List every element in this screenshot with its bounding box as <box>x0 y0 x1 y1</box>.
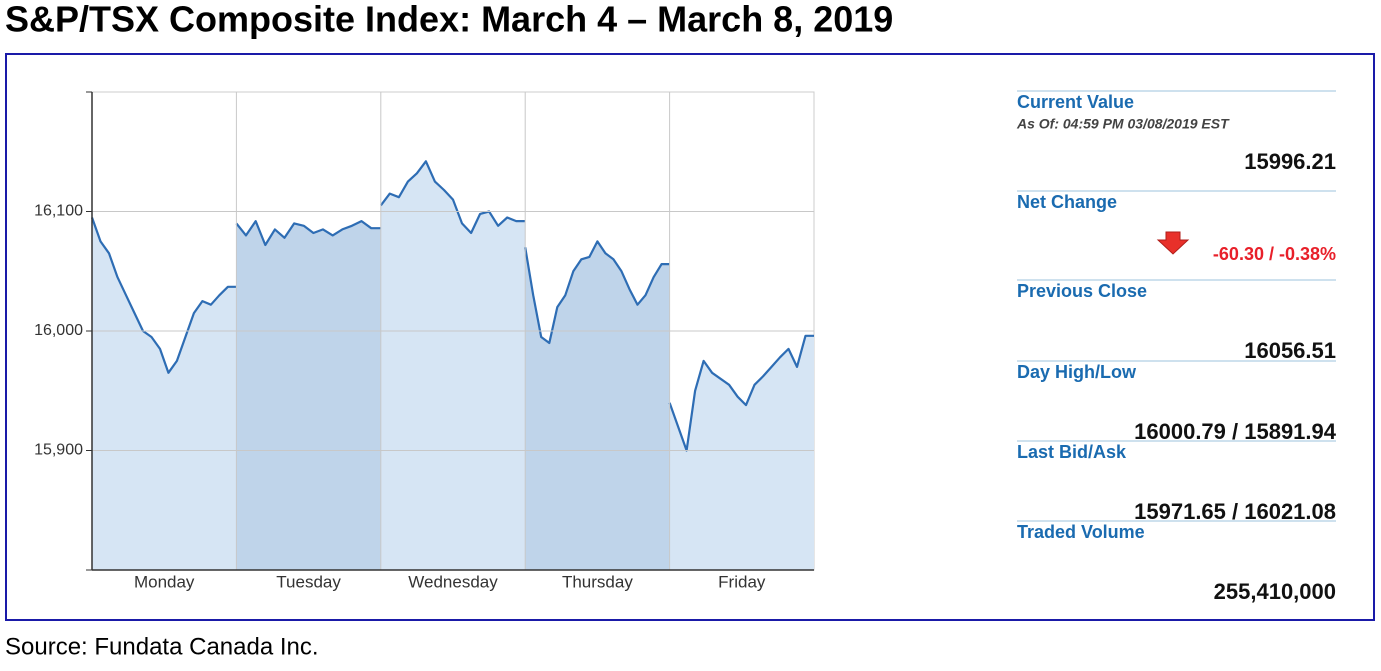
y-tick-label: 15,900 <box>34 442 83 459</box>
y-tick-label: 16,000 <box>34 322 83 339</box>
x-tick-label: Monday <box>134 572 195 591</box>
x-tick-label: Friday <box>718 572 766 591</box>
y-tick-label: 16,100 <box>34 203 83 220</box>
panel-label: Previous Close <box>1017 281 1147 301</box>
panel-value: 255,410,000 <box>1214 579 1336 604</box>
down-arrow <box>1156 231 1190 255</box>
chart-title: S&P/TSX Composite Index: March 4 – March… <box>5 0 893 40</box>
panel-value: 16000.79 / 15891.94 <box>1134 419 1337 444</box>
panel-value: 16056.51 <box>1244 338 1336 363</box>
line <box>668 334 814 452</box>
x-tick-label: Wednesday <box>408 572 498 591</box>
panel-label: Last Bid/Ask <box>1017 442 1127 462</box>
panel-label: Day High/Low <box>1017 362 1137 382</box>
panel-label: Net Change <box>1017 192 1117 212</box>
area <box>380 161 526 571</box>
x-tick-label: Tuesday <box>276 572 341 591</box>
area <box>236 221 381 570</box>
line <box>90 217 237 374</box>
panel-sub: As Of: 04:59 PM 03/08/2019 EST <box>1016 116 1230 132</box>
panel-label: Current Value <box>1017 92 1134 112</box>
source: Source: Fundata Canada Inc. <box>5 633 319 660</box>
line <box>379 160 526 235</box>
line <box>235 220 381 247</box>
area <box>669 335 814 570</box>
panel-value: 15971.65 / 16021.08 <box>1134 499 1336 524</box>
line <box>524 240 670 345</box>
panel-value: -60.30 / -0.38% <box>1213 244 1336 264</box>
x-tick-label: Thursday <box>562 572 633 591</box>
panel-value: 15996.21 <box>1244 149 1336 174</box>
panel-label: Traded Volume <box>1017 522 1145 542</box>
area <box>525 241 670 570</box>
